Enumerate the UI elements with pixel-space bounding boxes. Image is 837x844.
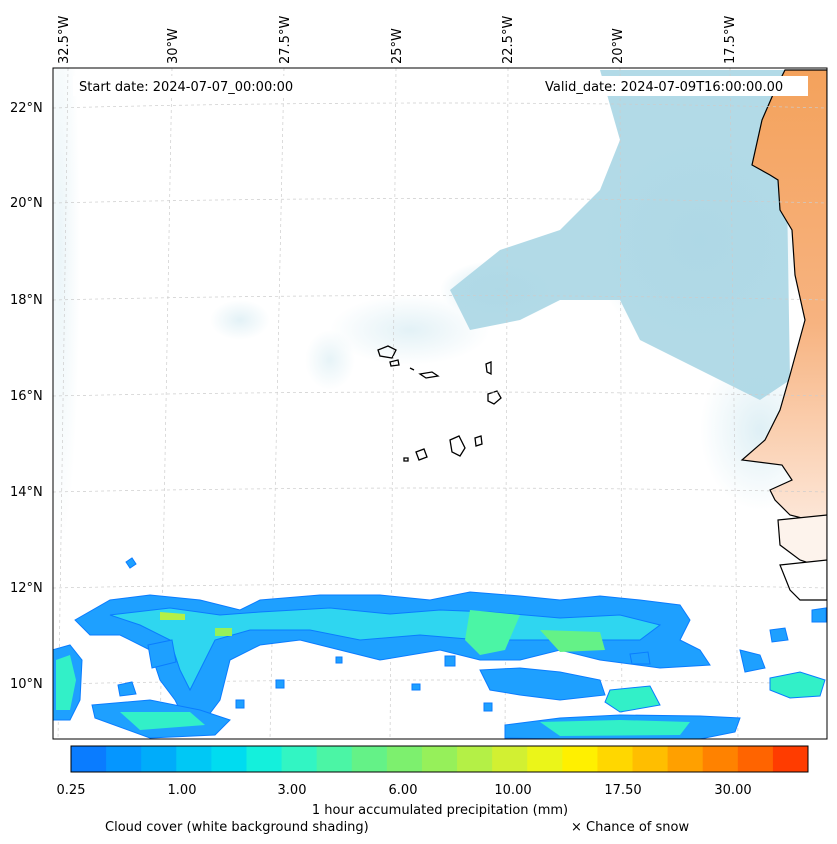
colorbar-swatch [141, 746, 177, 772]
colorbar-title: 1 hour accumulated precipitation (mm) [312, 803, 568, 818]
colorbar-swatch [246, 746, 283, 772]
colorbar-swatch [492, 746, 528, 772]
colorbar-swatch [632, 746, 669, 772]
lon-label: 17.5°W [723, 16, 738, 64]
colorbar-swatch [71, 746, 107, 772]
colorbar-swatch [667, 746, 704, 772]
lat-label: 20°N [10, 196, 43, 211]
colorbar-swatch [737, 746, 774, 772]
start-date-box: Start date: 2024-07-07_00:00:00 [73, 76, 313, 96]
longitude-labels: 32.5°W 30°W 27.5°W 25°W 22.5°W 20°W 17.5… [57, 16, 738, 64]
lon-label: 22.5°W [501, 16, 516, 64]
map-area: Start date: 2024-07-07_00:00:00 Valid_da… [53, 68, 827, 739]
lat-label: 16°N [10, 389, 43, 404]
colorbar-swatch [176, 746, 212, 772]
colorbar-tick-label: 10.00 [494, 783, 531, 798]
colorbar-swatch [106, 746, 142, 772]
lon-label: 27.5°W [278, 16, 293, 64]
latitude-labels: 22°N 20°N 18°N 16°N 14°N 12°N 10°N [10, 101, 43, 692]
precipitation-colorbar [70, 745, 809, 773]
cloud-cover-legend: Cloud cover (white background shading) [105, 820, 369, 835]
land-africa [740, 69, 827, 601]
colorbar-swatch [351, 746, 388, 772]
lon-label: 32.5°W [57, 16, 72, 64]
colorbar-swatch [316, 746, 353, 772]
colorbar-swatch [562, 746, 598, 772]
lat-label: 22°N [10, 101, 43, 116]
lat-label: 12°N [10, 581, 43, 596]
colorbar-swatch [772, 746, 809, 772]
lon-label: 25°W [390, 28, 405, 64]
colorbar-swatch [281, 746, 318, 772]
lat-label: 14°N [10, 485, 43, 500]
colorbar-tick-label: 3.00 [278, 783, 307, 798]
colorbar-swatch [211, 746, 247, 772]
colorbar-swatch [702, 746, 739, 772]
cloud-cover-shading [53, 68, 820, 550]
colorbar-swatch [527, 746, 563, 772]
snow-legend: × Chance of snow [571, 820, 689, 835]
colorbar-tick-labels: 0.25 1.00 3.00 6.00 10.00 17.50 30.00 [57, 783, 752, 798]
cape-verde-islands [377, 345, 502, 462]
colorbar-swatch [421, 746, 458, 772]
colorbar-swatch [457, 746, 493, 772]
colorbar-tick-label: 6.00 [389, 783, 418, 798]
valid-date-label: Valid_date: 2024-07-09T16:00:00.00 [545, 80, 783, 95]
map-frame [52, 67, 828, 740]
colorbar-tick-label: 1.00 [168, 783, 197, 798]
colorbar-swatch [597, 746, 634, 772]
colorbar-tick-label: 0.25 [57, 783, 86, 798]
colorbar-swatch [386, 746, 423, 772]
precipitation-field [53, 557, 827, 739]
colorbar-tick-label: 30.00 [714, 783, 751, 798]
colorbar-frame [70, 745, 809, 773]
start-date-label: Start date: 2024-07-07_00:00:00 [79, 80, 293, 95]
lat-label: 10°N [10, 677, 43, 692]
colorbar-tick-label: 17.50 [604, 783, 641, 798]
lat-label: 18°N [10, 293, 43, 308]
lon-label: 30°W [166, 28, 181, 64]
valid-date-box: Valid_date: 2024-07-09T16:00:00.00 [538, 76, 808, 96]
lon-label: 20°W [611, 28, 626, 64]
